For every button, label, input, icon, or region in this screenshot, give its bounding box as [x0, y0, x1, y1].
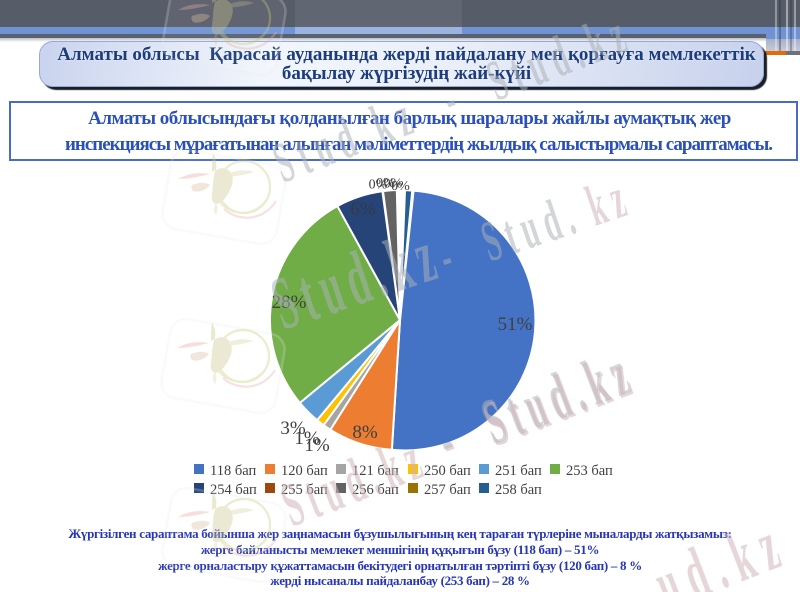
svg-text:0%: 0%	[369, 178, 388, 193]
svg-text:255 бап: 255 бап	[281, 482, 328, 498]
svg-text:256 бап: 256 бап	[352, 482, 399, 498]
svg-text:1%: 1%	[304, 435, 330, 456]
svg-text:251 бап: 251 бап	[495, 463, 542, 479]
svg-text:0%: 0%	[391, 179, 410, 194]
svg-text:257 бап: 257 бап	[424, 482, 471, 498]
svg-text:253 бап: 253 бап	[566, 463, 613, 479]
svg-text:0%: 0%	[384, 177, 403, 192]
svg-text:51%: 51%	[498, 314, 533, 335]
svg-text:258 бап: 258 бап	[495, 482, 542, 498]
svg-text:250 бап: 250 бап	[424, 463, 471, 479]
svg-text:118 бап: 118 бап	[210, 463, 256, 479]
svg-text:120 бап: 120 бап	[281, 463, 328, 479]
svg-text:1%: 1%	[294, 428, 320, 449]
svg-text:3%: 3%	[280, 418, 306, 439]
svg-text:28%: 28%	[272, 292, 307, 313]
svg-text:121 бап: 121 бап	[352, 463, 399, 479]
svg-text:8%: 8%	[352, 422, 378, 443]
svg-text:254 бап: 254 бап	[210, 482, 257, 498]
svg-text:0%: 0%	[376, 176, 395, 191]
svg-text:6%: 6%	[350, 199, 376, 220]
